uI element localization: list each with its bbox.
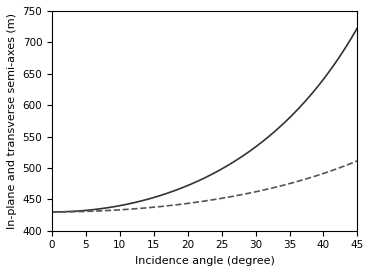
X-axis label: Incidence angle (degree): Incidence angle (degree) (135, 256, 275, 266)
Y-axis label: In-plane and transverse semi-axes (m): In-plane and transverse semi-axes (m) (7, 13, 17, 229)
